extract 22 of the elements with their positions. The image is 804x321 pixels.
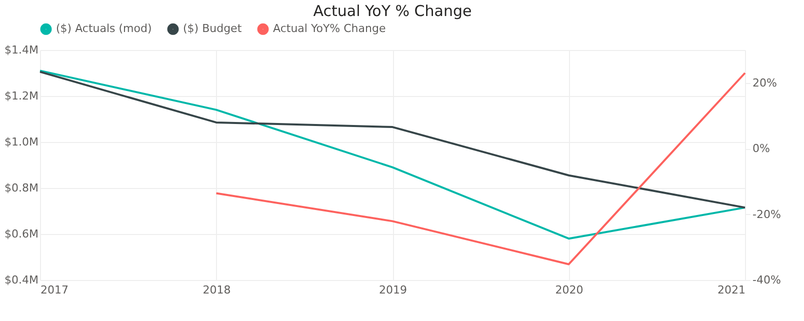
legend-label: Actual YoY% Change [273,22,386,36]
y-tick-label: $0.4M [4,274,38,286]
y-tick-label: $0.6M [4,228,38,240]
line-series [39,70,746,209]
x-tick-label: 2021 [718,284,746,296]
y-tick-label: $1.0M [4,136,38,148]
y-tick-label: $1.2M [4,90,38,102]
chart-title: Actual YoY % Change [313,2,472,20]
y2-tick-label: 20% [752,76,777,90]
y-tick-label: $1.4M [4,44,38,56]
y2-tick-label: 0% [752,142,770,156]
y2-tick-label: -40% [752,274,781,286]
legend-label: ($) Actuals (mod) [56,22,152,36]
y2-tick-label: -20% [752,208,781,221]
line-series [215,72,746,266]
x-tick-label: 2020 [555,284,584,296]
line-series [39,70,746,240]
legend-label: ($) Budget [183,22,242,36]
x-tick-label: 2018 [202,284,231,296]
y-tick-label: $0.8M [4,182,38,194]
x-tick-label: 2017 [40,284,68,296]
x-tick-label: 2019 [379,284,407,296]
